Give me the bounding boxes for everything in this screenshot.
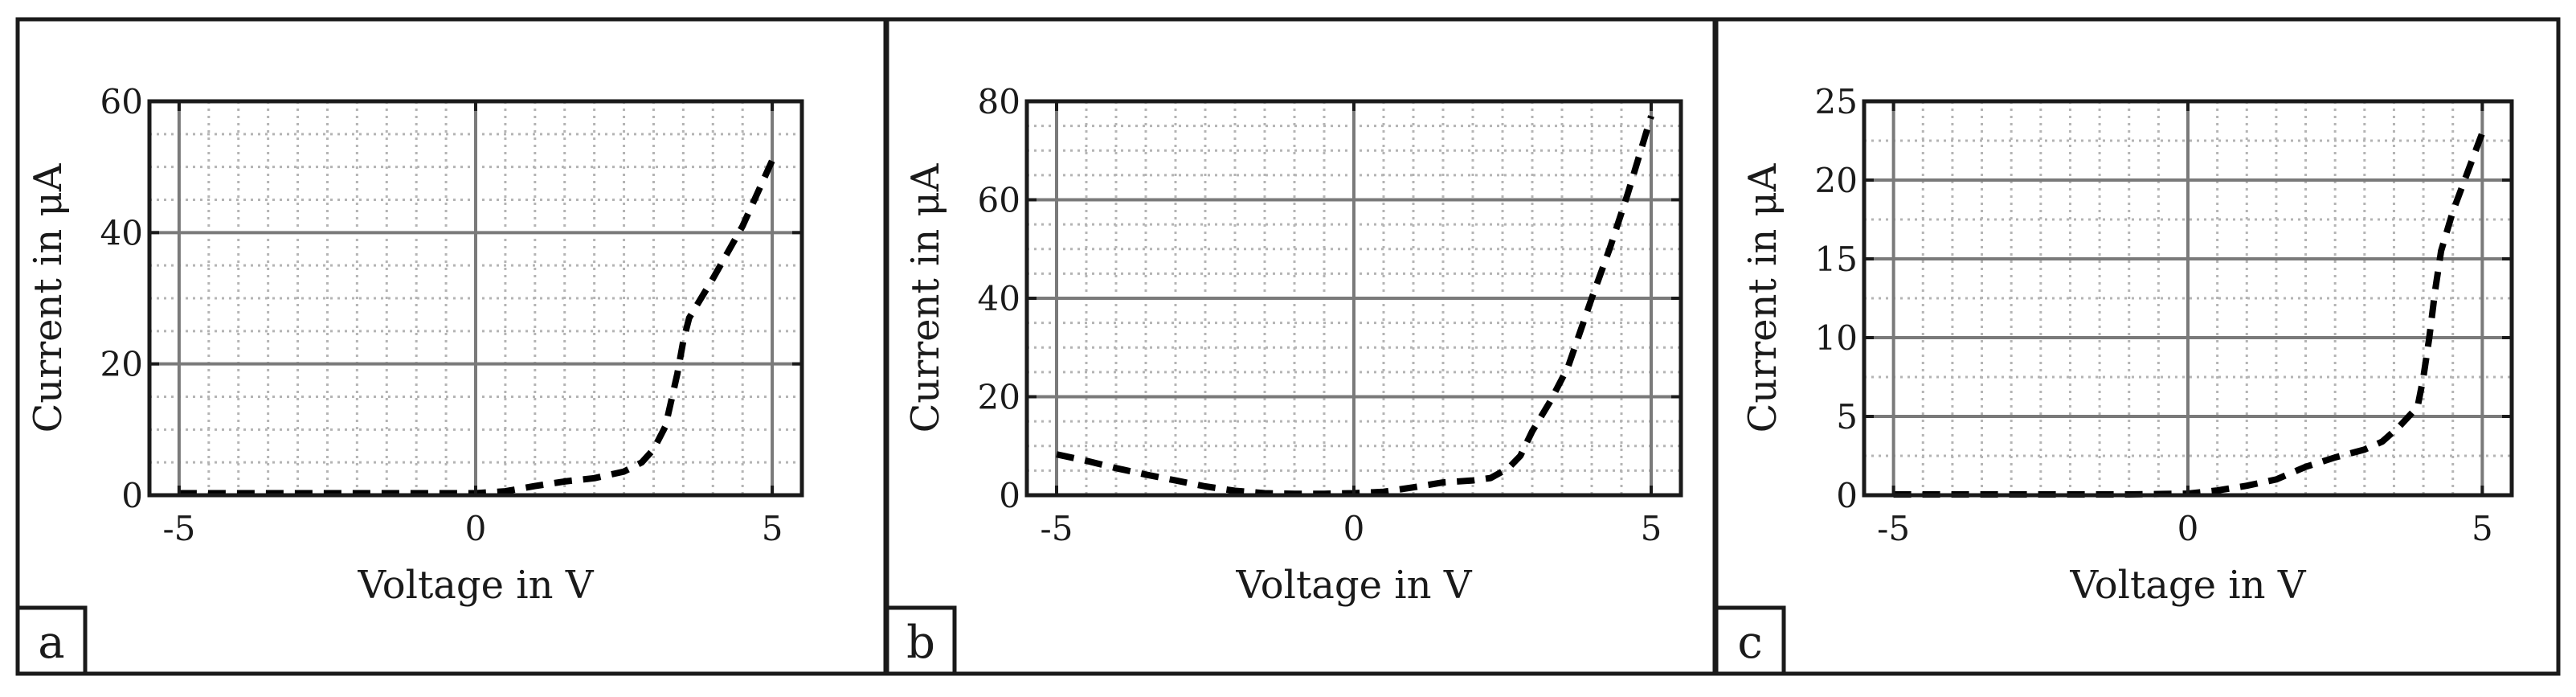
y-tick-label: 60 — [978, 181, 1020, 220]
y-tick-label: 80 — [978, 82, 1020, 121]
x-axis-title: Voltage in V — [1236, 563, 1473, 608]
y-tick-label: 15 — [1815, 240, 1858, 279]
panel-tag-b: b — [906, 617, 935, 669]
panel-frame-c — [1714, 17, 2561, 676]
y-tick-label: 20 — [100, 345, 143, 384]
panel-tag-box-b — [885, 605, 957, 676]
plot-area-a — [147, 99, 804, 498]
y-tick-label: 20 — [978, 378, 1020, 417]
x-tick-label: 0 — [2177, 509, 2199, 548]
plot-area-c — [1862, 99, 2514, 498]
panel-tag-a: a — [38, 617, 64, 669]
y-tick-label: 25 — [1815, 82, 1858, 121]
y-axis-title: Current in μA — [1740, 162, 1785, 433]
series-line — [1056, 115, 1654, 498]
chart-panel-b: b -5 0 5 0 20 40 60 80 Voltage in V Curr… — [885, 17, 1717, 676]
y-tick-label: 5 — [1836, 397, 1858, 437]
panel-tag-box-c — [1714, 605, 1786, 676]
x-tick-label: 5 — [2472, 509, 2493, 548]
y-tick-label: 0 — [121, 476, 143, 515]
y-tick-label: 40 — [100, 213, 143, 252]
x-tick-label: -5 — [1877, 509, 1910, 548]
x-tick-label: 5 — [1641, 509, 1662, 548]
y-tick-label: 20 — [1815, 161, 1858, 200]
panel-tag-c: c — [1737, 617, 1762, 669]
y-tick-label: 60 — [100, 82, 143, 121]
x-axis-title: Voltage in V — [2070, 563, 2307, 608]
y-tick-label: 0 — [999, 476, 1020, 515]
panel-tag-box-a — [15, 605, 88, 676]
series-line — [178, 158, 775, 497]
x-axis-title: Voltage in V — [358, 563, 595, 608]
y-tick-label: 40 — [978, 279, 1020, 318]
x-tick-label: 0 — [465, 509, 487, 548]
chart-panel-c: c -5 0 5 0 5 10 15 20 25 Voltage in V Cu… — [1714, 17, 2561, 676]
y-tick-label: 0 — [1836, 476, 1858, 515]
plot-area-b — [1024, 99, 1683, 498]
y-axis-title: Current in μA — [903, 162, 948, 433]
chart-panel-a: a -5 0 5 0 20 40 60 Voltage in V Current… — [15, 17, 888, 676]
y-tick-label: 10 — [1815, 318, 1858, 358]
x-tick-label: -5 — [162, 509, 195, 548]
x-tick-label: 5 — [762, 509, 783, 548]
y-axis-title: Current in μA — [26, 162, 71, 433]
x-tick-label: 0 — [1343, 509, 1365, 548]
x-tick-label: -5 — [1041, 509, 1073, 548]
